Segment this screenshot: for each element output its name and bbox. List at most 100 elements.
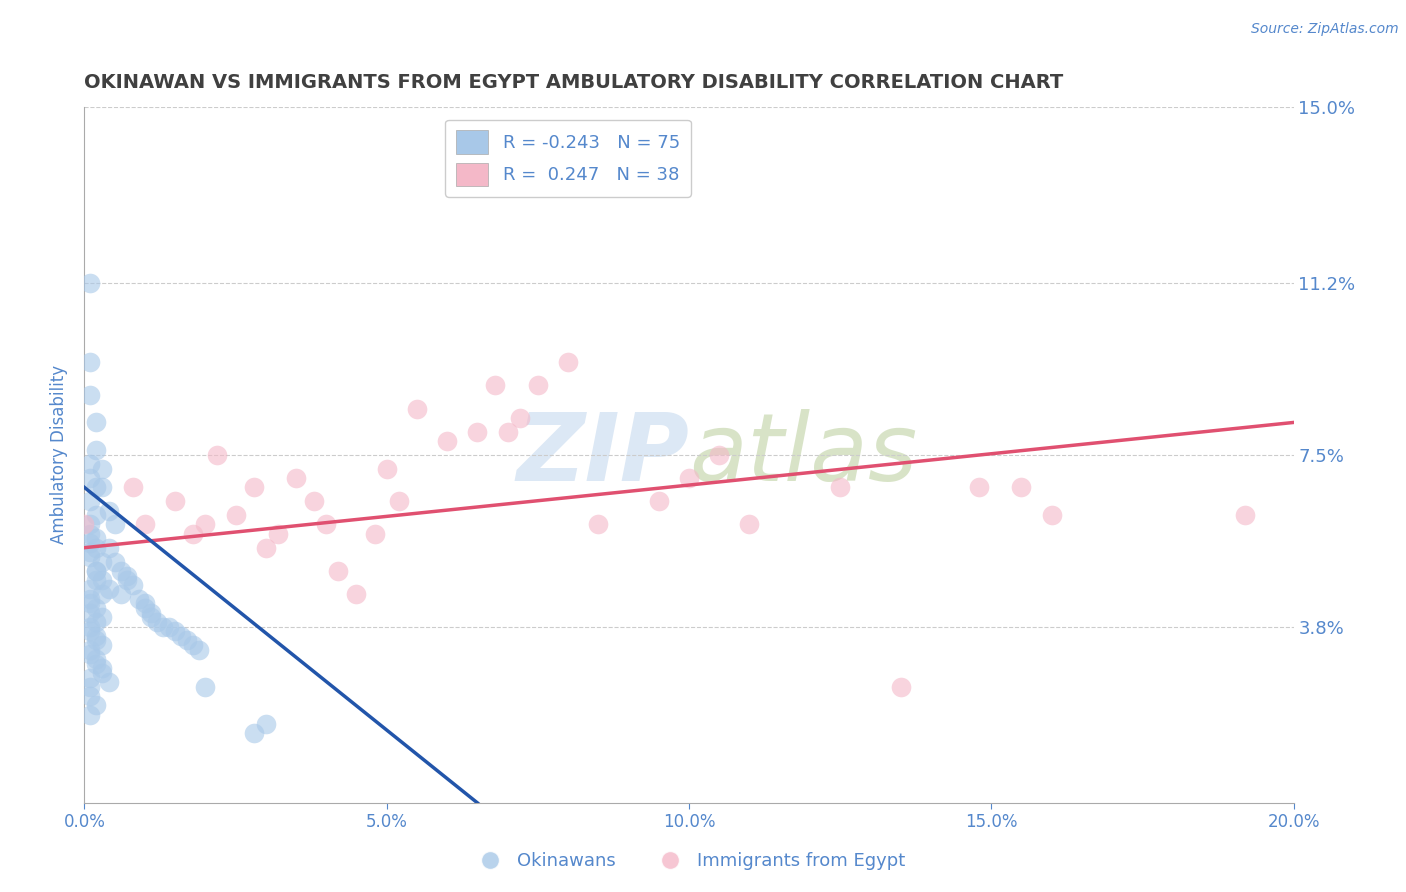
Point (406, 401, 429, 416)
Point (97, 541, 120, 555)
Point (181, 638, 204, 652)
Point (86, 564, 108, 578)
Point (86, 573, 108, 587)
Point (79, 457, 101, 471)
Point (86, 652, 108, 666)
Point (97, 503, 120, 517)
Point (967, 480, 990, 494)
Point (194, 517, 217, 532)
Point (146, 615, 169, 629)
Point (170, 629, 193, 643)
Point (1040, 508, 1063, 523)
Point (346, 587, 368, 601)
Point (79, 517, 101, 532)
Point (139, 606, 162, 620)
Point (86, 443, 108, 458)
Point (484, 378, 506, 392)
Point (91, 573, 114, 587)
Point (79, 642, 101, 657)
Point (527, 378, 550, 392)
Point (79, 526, 101, 541)
Point (86, 480, 108, 494)
Point (79, 624, 101, 639)
Text: ZIP: ZIP (516, 409, 689, 501)
Point (134, 517, 156, 532)
Point (79, 494, 101, 508)
Point (79, 689, 101, 703)
Point (79, 619, 101, 633)
Point (509, 410, 531, 425)
Point (467, 425, 489, 439)
Point (648, 494, 671, 508)
Point (188, 642, 211, 657)
Point (254, 717, 277, 731)
Point (91, 661, 114, 675)
Y-axis label: Ambulatory Disability: Ambulatory Disability (51, 366, 69, 544)
Point (709, 448, 731, 462)
Point (86, 657, 108, 671)
Point (79, 671, 101, 685)
Point (91, 462, 114, 476)
Point (91, 610, 114, 624)
Point (315, 517, 337, 532)
Point (328, 564, 350, 578)
Point (890, 680, 912, 694)
Point (830, 480, 852, 494)
Point (157, 619, 180, 633)
Point (557, 355, 579, 369)
Point (79, 707, 101, 722)
Point (134, 596, 156, 610)
Point (115, 573, 138, 587)
Point (73, 517, 96, 532)
Point (128, 591, 150, 606)
Point (86, 532, 108, 546)
Point (86, 564, 108, 578)
Point (79, 387, 101, 401)
Point (86, 416, 108, 430)
Point (285, 471, 308, 485)
Point (91, 555, 114, 569)
Point (110, 564, 132, 578)
Text: OKINAWAN VS IMMIGRANTS FROM EGYPT AMBULATORY DISABILITY CORRELATION CHART: OKINAWAN VS IMMIGRANTS FROM EGYPT AMBULA… (84, 72, 1063, 92)
Point (588, 517, 610, 532)
Point (110, 587, 132, 601)
Point (121, 480, 143, 494)
Point (115, 568, 138, 582)
Point (1011, 480, 1033, 494)
Point (165, 624, 187, 639)
Point (86, 629, 108, 643)
Point (79, 355, 101, 369)
Text: Source: ZipAtlas.com: Source: ZipAtlas.com (1251, 22, 1399, 37)
Point (165, 494, 187, 508)
Point (79, 648, 101, 662)
Point (86, 698, 108, 713)
Point (91, 587, 114, 601)
Point (91, 665, 114, 680)
Point (79, 596, 101, 610)
Point (86, 541, 108, 555)
Point (242, 726, 264, 740)
Point (738, 517, 761, 532)
Point (91, 638, 114, 652)
Point (79, 549, 101, 564)
Point (1234, 508, 1257, 523)
Point (181, 526, 204, 541)
Point (375, 462, 398, 476)
Point (242, 480, 264, 494)
Point (496, 425, 519, 439)
Point (79, 471, 101, 485)
Point (363, 526, 385, 541)
Point (678, 471, 700, 485)
Point (176, 633, 198, 648)
Point (97, 582, 120, 597)
Point (86, 601, 108, 615)
Point (254, 541, 277, 555)
Point (436, 434, 458, 448)
Point (139, 610, 162, 624)
Point (302, 494, 325, 508)
Point (194, 680, 217, 694)
Point (86, 633, 108, 648)
Point (104, 517, 127, 532)
Legend: Okinawans, Immigrants from Egypt: Okinawans, Immigrants from Egypt (465, 845, 912, 877)
Point (388, 494, 411, 508)
